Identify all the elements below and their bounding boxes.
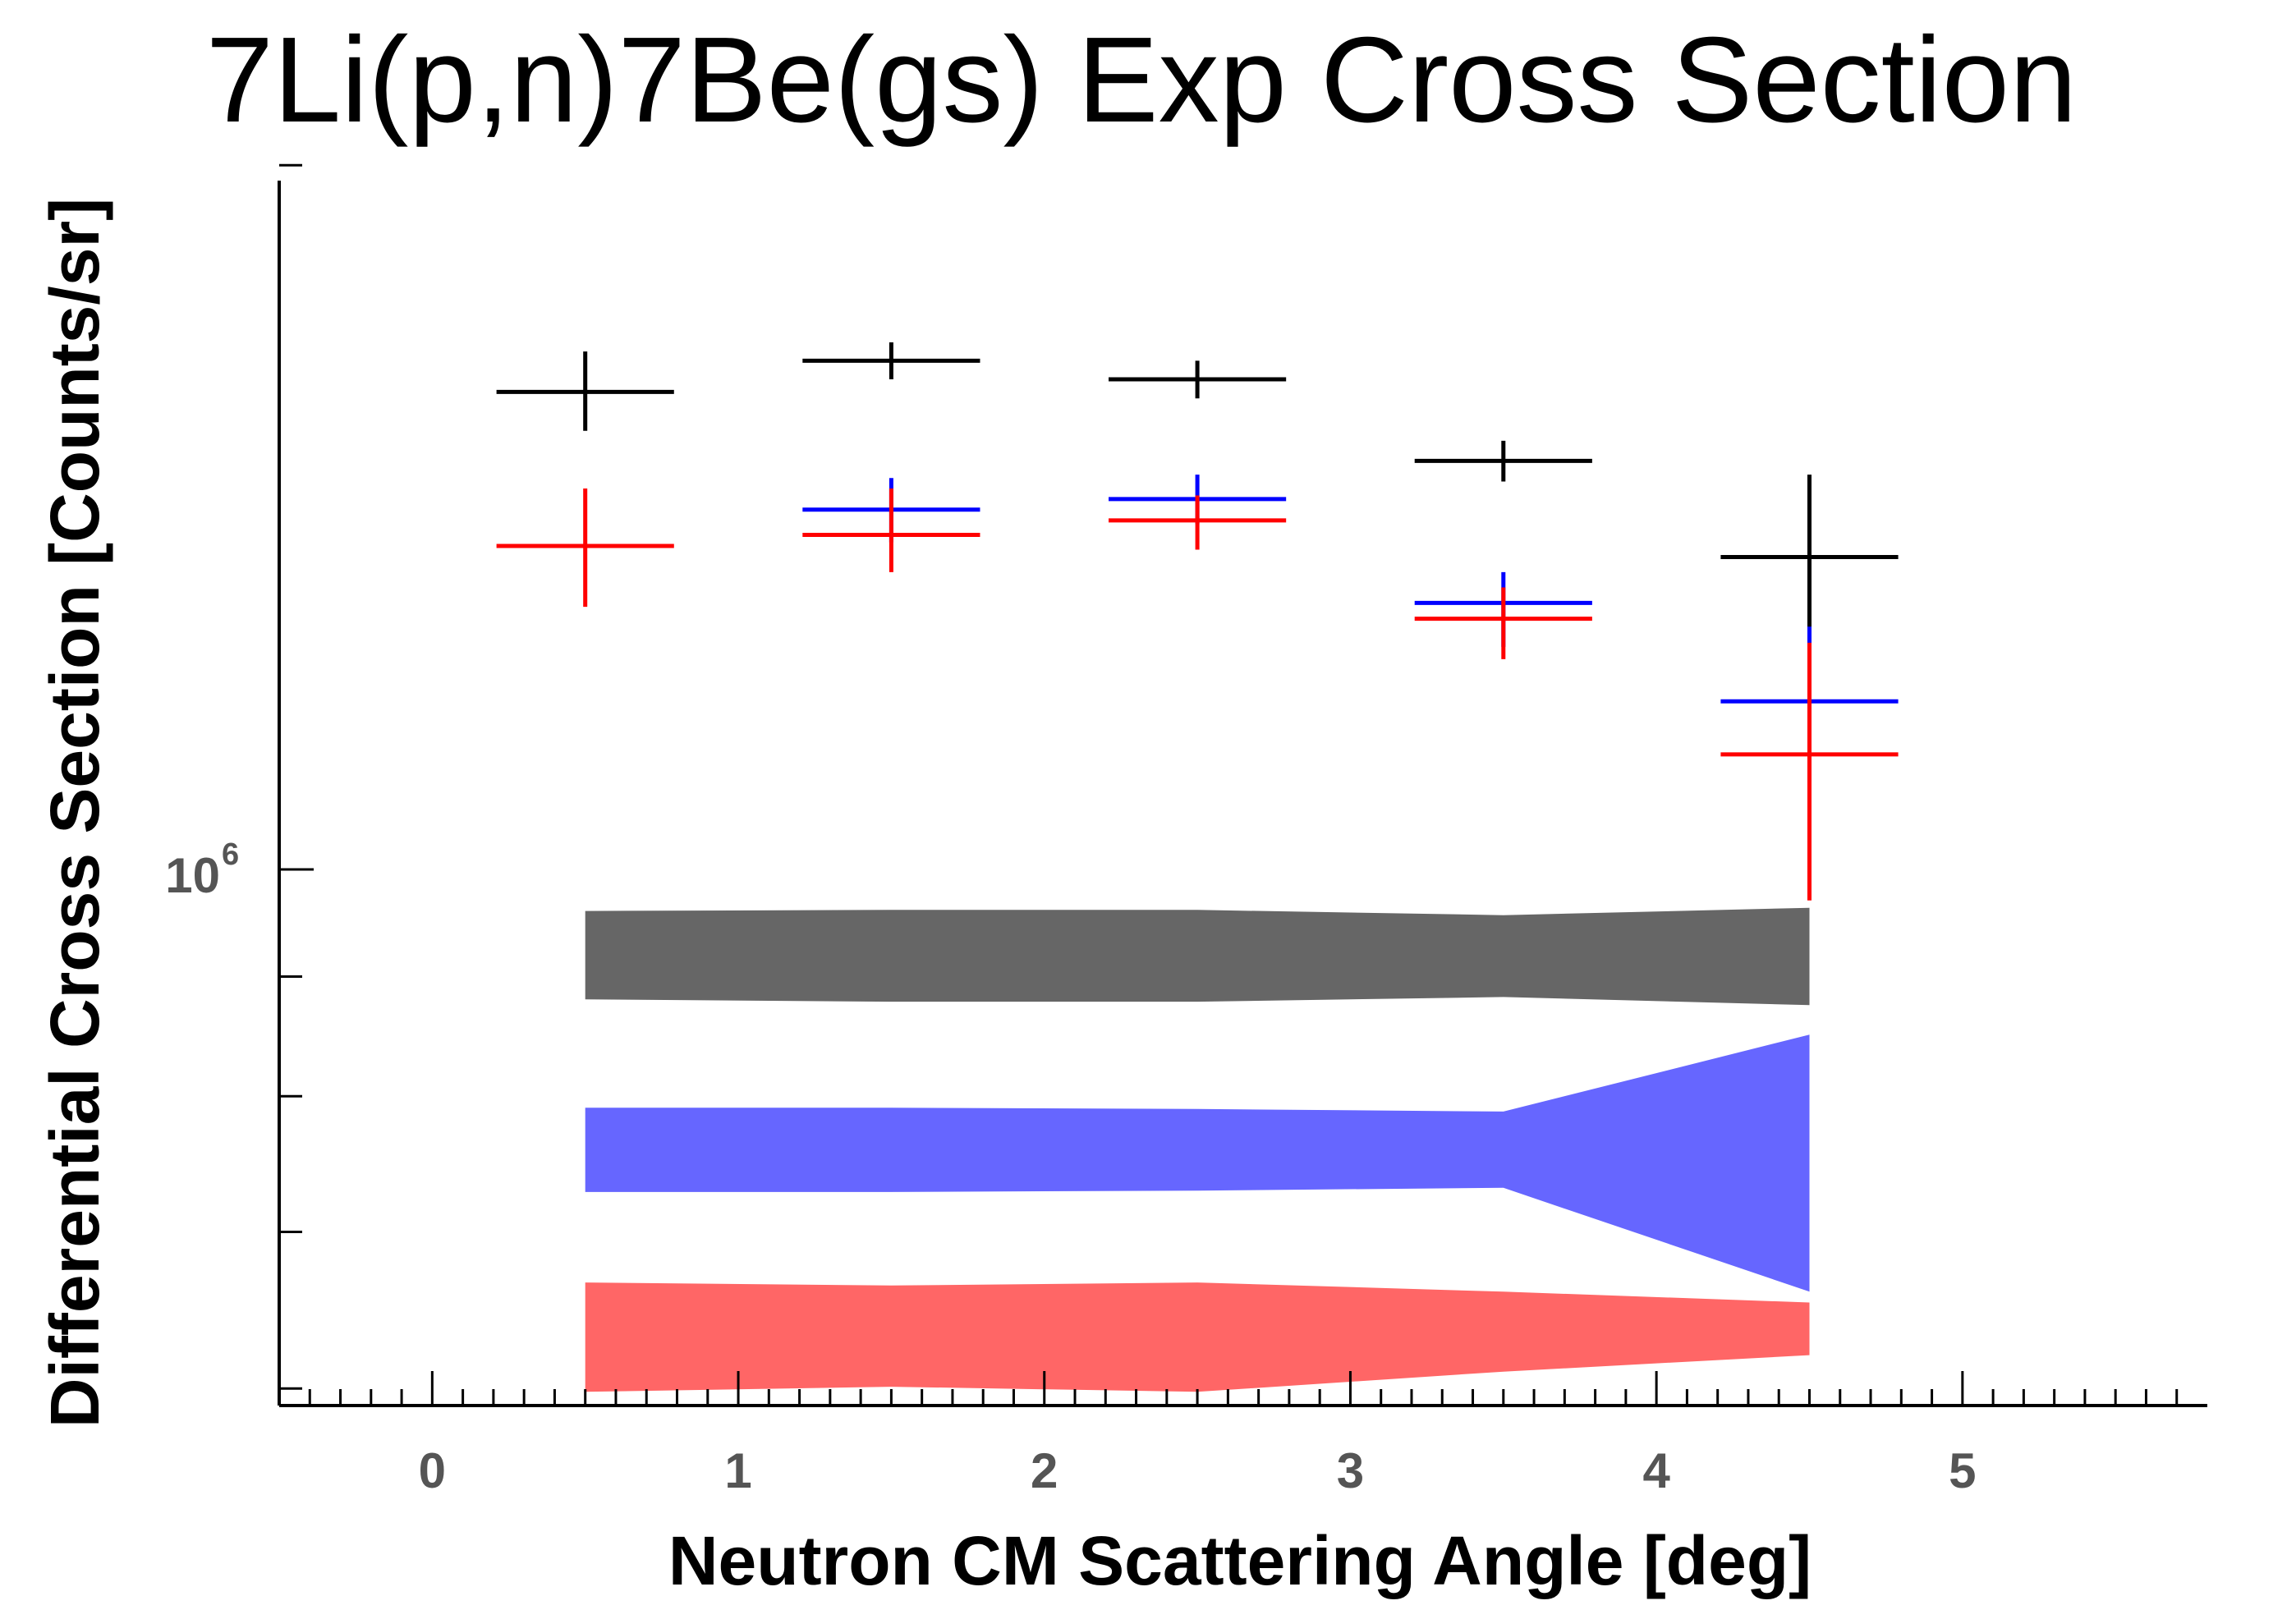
band-0 xyxy=(585,907,1810,1006)
data-point-s0-0 xyxy=(496,351,674,431)
data-point-s0-1 xyxy=(802,342,980,380)
axes xyxy=(278,181,2207,1407)
x-tick-label: 5 xyxy=(1949,1443,1976,1498)
x-tick-label: 0 xyxy=(419,1443,446,1498)
chart-title: 7Li(p,n)7Be(gs) Exp Cross Section xyxy=(206,12,2078,148)
errorbars-layer xyxy=(496,342,1899,901)
x-tick-label: 3 xyxy=(1337,1443,1364,1498)
data-point-s0-2 xyxy=(1109,360,1287,399)
tick-labels-layer: 0 1 2 3 4 5 10 6 xyxy=(165,837,1976,1498)
data-point-s2-1 xyxy=(802,488,980,572)
ticks-layer xyxy=(279,163,2179,1406)
data-point-s2-0 xyxy=(496,488,674,608)
x-axis-label: Neutron CM Scattering Angle [deg] xyxy=(668,1522,1812,1599)
data-point-s2-3 xyxy=(1414,587,1592,659)
band-2 xyxy=(585,1282,1810,1392)
data-point-s0-3 xyxy=(1414,440,1592,482)
x-tick-label: 1 xyxy=(724,1443,751,1498)
data-point-s0-4 xyxy=(1720,475,1899,647)
y-axis-label: Differential Cross Section [Counts/sr] xyxy=(36,198,113,1428)
data-point-s2-2 xyxy=(1109,495,1287,550)
y-tick-label: 10 xyxy=(165,848,220,903)
bands-layer xyxy=(585,907,1810,1392)
band-1 xyxy=(585,1034,1810,1292)
x-tick-label: 4 xyxy=(1642,1443,1670,1498)
x-tick-label: 2 xyxy=(1031,1443,1058,1498)
y-tick-label-exponent: 6 xyxy=(222,837,239,872)
data-point-s2-4 xyxy=(1720,642,1899,901)
